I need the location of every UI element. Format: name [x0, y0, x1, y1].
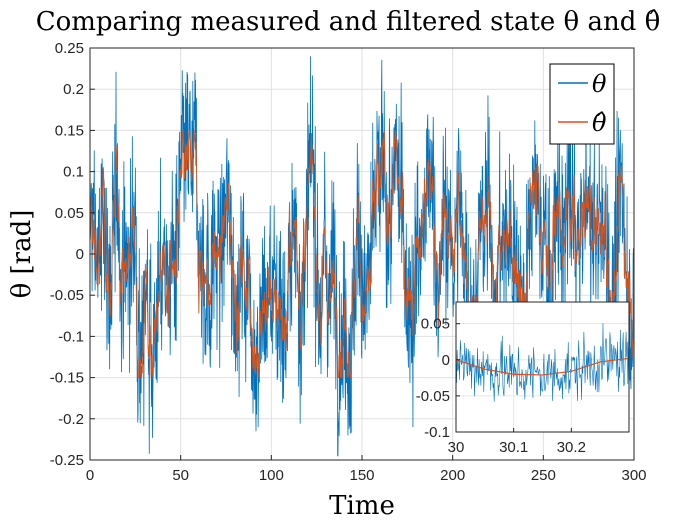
y-tick-label: 0.2: [63, 81, 84, 98]
inset-theta-line: [455, 322, 630, 402]
y-tick-label: -0.25: [50, 452, 84, 469]
y-tick-label: 0.15: [55, 122, 84, 139]
legend: θ θ̂: [549, 63, 615, 145]
y-tick-label: -0.05: [50, 287, 84, 304]
x-tick-label: 100: [259, 467, 284, 484]
inset-plot: 0.05 0 -0.05 -0.1 30 30.1 30.2: [416, 301, 630, 456]
legend-label-theta: θ: [592, 70, 607, 98]
y-tick-label: -0.2: [58, 411, 84, 428]
inset-x-ticks: 30 30.1 30.2: [448, 428, 586, 456]
inset-x-tick-label: 30.1: [499, 439, 528, 456]
inset-y-tick-label: 0.05: [421, 316, 450, 333]
x-tick-label: 200: [440, 467, 465, 484]
x-axis-label: Time: [329, 491, 395, 521]
inset-x-tick-label: 30.2: [557, 439, 586, 456]
y-tick-label: 0.1: [63, 164, 84, 181]
y-tick-label: 0: [76, 246, 84, 263]
y-axis-label: θ [rad]: [7, 210, 37, 299]
inset-x-tick-label: 30: [448, 439, 465, 456]
legend-label-theta-hat: θ̂: [592, 109, 607, 137]
y-ticks: 0.25 0.2 0.15 0.1 0.05 0 -0.05 -0.1 -0.15 -0.2 -0.…: [50, 40, 95, 469]
series-layer: [89, 56, 635, 457]
inset-frame: [455, 301, 630, 433]
series-theta-hat-line: [89, 128, 635, 379]
legend-box: [549, 63, 615, 145]
y-tick-label: -0.15: [50, 370, 84, 387]
x-tick-label: 300: [621, 467, 646, 484]
inset-y-tick-label: -0.1: [424, 424, 450, 441]
x-tick-label: 50: [172, 467, 189, 484]
y-tick-label: -0.1: [58, 328, 84, 345]
y-tick-label: 0.25: [55, 40, 84, 57]
inset-series: [455, 322, 630, 402]
inset-y-tick-label: 0: [442, 352, 450, 369]
inset-y-tick-label: -0.05: [416, 388, 450, 405]
x-tick-label: 250: [531, 467, 556, 484]
inset-y-ticks: 0.05 0 -0.05 -0.1: [416, 316, 460, 441]
x-tick-label: 0: [86, 467, 94, 484]
inset-theta-hat-line: [455, 357, 630, 376]
y-tick-label: 0.05: [55, 205, 84, 222]
chart-title: Comparing measured and filtered state θ …: [36, 7, 661, 37]
x-tick-label: 150: [349, 467, 374, 484]
x-ticks: 0 50 100 150 200 250 300: [86, 455, 647, 484]
